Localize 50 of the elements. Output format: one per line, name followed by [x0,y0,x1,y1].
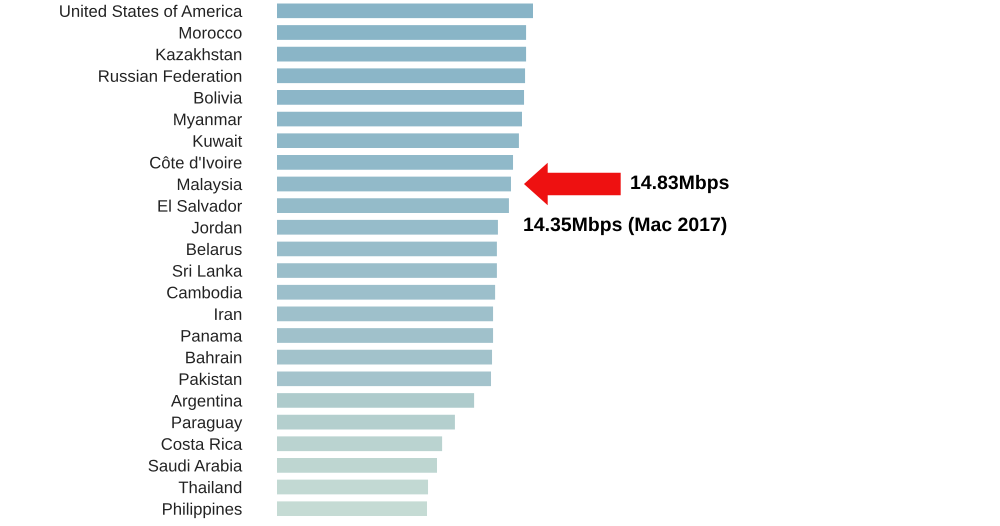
y-tick-label: Thailand [178,481,242,494]
y-tick-label: Costa Rica [162,438,242,450]
bar [277,393,474,408]
bar [277,220,498,235]
y-tick-label: Cambodia [167,286,242,298]
bar [277,112,522,126]
y-tick-label: Kuwait [194,134,242,147]
y-tick-label: Morocco [180,27,242,39]
bar [277,154,514,170]
bar [277,371,492,386]
bar [277,328,494,343]
bar [277,25,526,40]
y-tick-label: Belarus [187,242,242,256]
y-tick-label: Panama [182,330,242,342]
y-tick-label: Sri Lanka [172,264,242,277]
y-tick-label: Argentina [170,394,242,410]
bar [277,68,526,84]
y-tick-label: Saudi Arabia [148,459,242,472]
y-tick-label: Bolivia [194,91,242,104]
bar [277,458,437,473]
bar [277,176,511,192]
y-tick-label: Malaysia [178,178,242,194]
y-tick-label: Paraguay [172,416,242,432]
y-tick-label: Kazakhstan [156,48,242,60]
y-tick-label: Myanmar [174,114,242,129]
bar [277,501,428,516]
y-tick-label: Russian Federation [99,70,242,82]
bar [277,306,494,322]
bar [277,414,455,430]
bar [277,284,496,300]
y-tick-label: Iran [215,308,242,320]
y-tick-label: Jordan [192,221,242,234]
bar [277,3,533,18]
bar [277,46,526,62]
bar [277,350,492,365]
y-tick-label: El Salvador [158,200,242,212]
bar [277,436,442,452]
bar [277,242,497,256]
bar [277,198,509,213]
y-tick-label: Philippines [163,502,242,518]
bar [277,263,497,278]
bar [277,133,519,148]
text: 14.83Mbps [631,174,729,194]
bar [277,480,428,494]
y-tick-label: Côte d'Ivoire [150,156,242,169]
annotation: 14.35Mbps (Mac 2017) [524,216,726,236]
y-tick-label: United States of America [60,4,242,18]
y-tick-label: Pakistan [180,372,242,386]
y-tick-label: Bahrain [186,351,242,364]
bar [277,90,524,105]
